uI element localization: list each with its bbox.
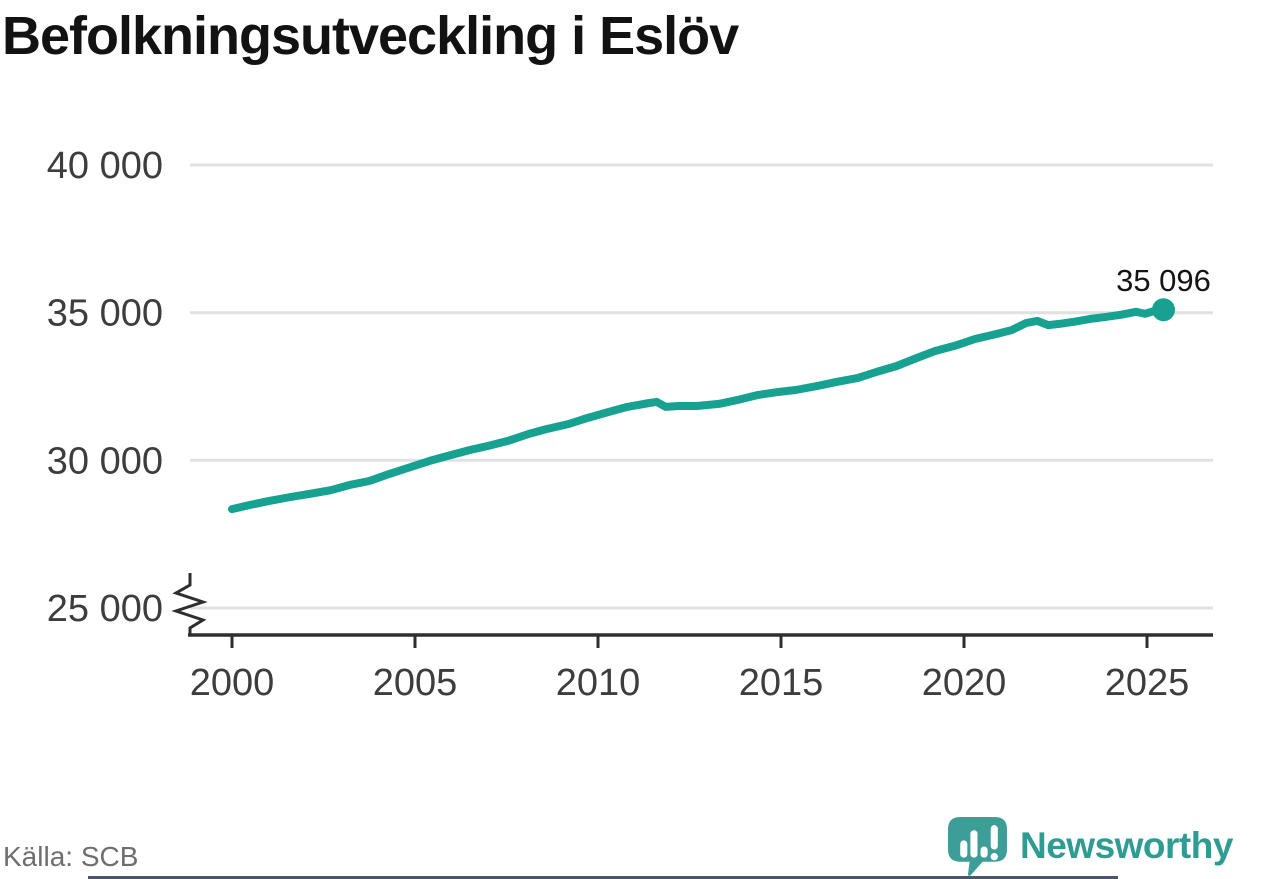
x-axis-tick-label: 2020 xyxy=(922,662,1007,704)
x-axis-tick-label: 2015 xyxy=(739,662,824,704)
bar-2-icon xyxy=(970,829,978,858)
x-axis-tick-label: 2010 xyxy=(556,662,641,704)
bar-1-icon xyxy=(960,839,968,858)
bottom-border-strip xyxy=(88,876,1118,879)
population-line xyxy=(228,305,1168,514)
bar-3-icon xyxy=(980,846,988,858)
y-axis-tick-label: 40 000 xyxy=(47,145,163,187)
exclamation-dot-icon xyxy=(990,852,998,860)
exclamation-bar-icon xyxy=(990,824,998,850)
source-label: Källa: SCB xyxy=(3,841,139,872)
y-axis-tick-label: 25 000 xyxy=(47,588,163,630)
end-value-label: 35 096 xyxy=(1116,263,1211,298)
y-axis-break-icon xyxy=(171,573,208,635)
newsworthy-speech-bubble-chart-icon xyxy=(948,816,1007,876)
y-axis-tick-label: 35 000 xyxy=(47,293,163,335)
newsworthy-wordmark: Newsworthy xyxy=(1020,825,1233,866)
x-axis-tick-label: 2000 xyxy=(190,662,275,704)
newsworthy-logo: Newsworthy xyxy=(946,813,1233,879)
y-axis-tick-label: 30 000 xyxy=(47,440,163,482)
x-axis-tick-label: 2005 xyxy=(373,662,458,704)
chart-title: Befolkningsutveckling i Eslöv xyxy=(2,6,739,66)
x-axis-tick-label: 2025 xyxy=(1105,662,1190,704)
end-point-marker xyxy=(1152,298,1175,322)
